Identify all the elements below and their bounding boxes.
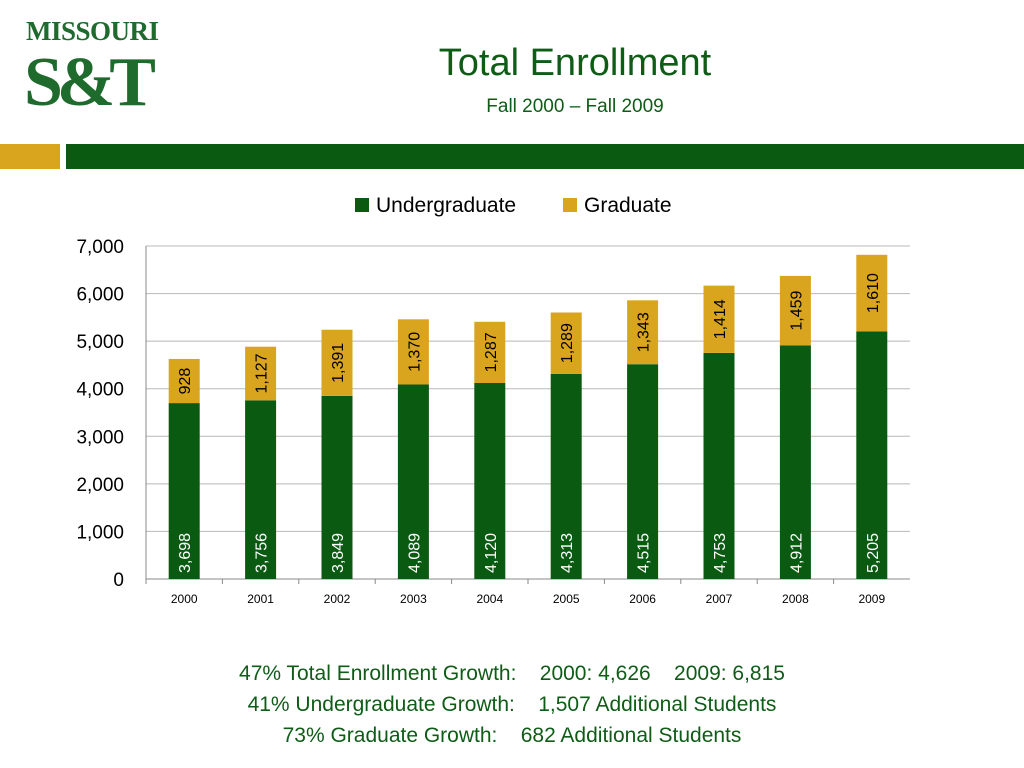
logo-monogram: S&T <box>24 44 156 121</box>
graduate-bar <box>321 329 353 396</box>
undergraduate-data-label: 3,849 <box>330 533 347 573</box>
x-tick-label: 2005 <box>553 592 580 606</box>
graduate-data-label: 1,610 <box>865 273 882 313</box>
graduate-bar <box>703 285 735 353</box>
legend-graduate-label: Graduate <box>584 194 672 217</box>
undergraduate-data-label: 4,120 <box>483 533 500 573</box>
undergraduate-data-label: 3,756 <box>254 533 271 573</box>
legend-undergraduate-swatch <box>355 198 369 212</box>
undergraduate-data-label: 4,313 <box>559 533 576 573</box>
x-tick-label: 2002 <box>324 592 351 606</box>
page-title: Total Enrollment <box>438 42 712 84</box>
graduate-data-label: 1,287 <box>483 332 500 372</box>
undergraduate-bar <box>550 373 582 579</box>
graduate-data-label: 1,343 <box>636 312 653 352</box>
graduate-bar <box>627 300 659 365</box>
legend-graduate-swatch <box>563 198 577 212</box>
undergraduate-bar <box>856 331 888 579</box>
undergraduate-growth-line: 41% Undergraduate Growth: 1,507 Addition… <box>247 693 777 716</box>
undergraduate-bar <box>474 383 506 579</box>
graduate-bar <box>245 346 277 401</box>
y-tick-label: 7,000 <box>76 237 124 258</box>
undergraduate-data-label: 5,205 <box>865 533 882 573</box>
undergraduate-bar <box>397 384 429 579</box>
y-tick-label: 1,000 <box>76 522 124 543</box>
graduate-data-label: 1,391 <box>330 343 347 383</box>
undergraduate-bar <box>245 400 277 579</box>
graduate-data-label: 1,289 <box>559 323 576 363</box>
undergraduate-data-label: 4,089 <box>406 533 423 573</box>
page-subtitle: Fall 2000 – Fall 2009 <box>486 96 664 117</box>
undergraduate-bar <box>703 352 735 579</box>
graduate-bar <box>397 319 429 385</box>
undergraduate-bar <box>627 364 659 579</box>
legend-undergraduate-label: Undergraduate <box>376 194 516 217</box>
x-tick-label: 2007 <box>706 592 733 606</box>
x-tick-label: 2004 <box>476 592 503 606</box>
graduate-data-label: 928 <box>177 368 194 395</box>
total-growth-line: 47% Total Enrollment Growth: 2000: 4,626… <box>239 662 785 685</box>
y-tick-label: 2,000 <box>76 475 124 496</box>
graduate-bar <box>550 312 582 374</box>
x-tick-label: 2008 <box>782 592 809 606</box>
graduate-bar <box>779 275 811 346</box>
x-tick-label: 2000 <box>171 592 198 606</box>
undergraduate-data-label: 3,698 <box>177 533 194 573</box>
graduate-data-label: 1,127 <box>254 353 271 393</box>
graduate-data-label: 1,414 <box>712 299 729 339</box>
y-tick-label: 5,000 <box>76 332 124 353</box>
graduate-data-label: 1,370 <box>406 332 423 372</box>
y-tick-label: 4,000 <box>76 380 124 401</box>
x-tick-label: 2009 <box>858 592 885 606</box>
y-tick-label: 0 <box>113 570 124 591</box>
y-tick-label: 3,000 <box>76 427 124 448</box>
missouri-st-logo: MISSOURI S&T <box>22 16 162 120</box>
graduate-data-label: 1,459 <box>788 291 805 331</box>
undergraduate-data-label: 4,912 <box>788 533 805 573</box>
graduate-bar <box>168 358 200 404</box>
undergraduate-bar <box>779 345 811 579</box>
graduate-bar <box>474 321 506 384</box>
header-band-gold <box>0 144 60 169</box>
undergraduate-data-label: 4,753 <box>712 533 729 573</box>
growth-summary: 47% Total Enrollment Growth: 2000: 4,626… <box>0 658 1024 751</box>
undergraduate-bar <box>168 403 200 579</box>
undergraduate-data-label: 4,515 <box>636 533 653 573</box>
enrollment-chart: 0 1,000 2,000 3,000 4,000 5,000 6,000 7,000 3,69… <box>76 194 910 606</box>
logo-wordmark: MISSOURI <box>26 16 159 46</box>
graduate-bar <box>856 254 888 332</box>
header-band-green <box>66 144 1024 169</box>
y-tick-label: 6,000 <box>76 285 124 306</box>
x-tick-label: 2006 <box>629 592 656 606</box>
undergraduate-bar <box>321 395 353 579</box>
x-tick-label: 2003 <box>400 592 427 606</box>
graduate-growth-line: 73% Graduate Growth: 682 Additional Stud… <box>282 724 742 747</box>
x-tick-label: 2001 <box>247 592 274 606</box>
